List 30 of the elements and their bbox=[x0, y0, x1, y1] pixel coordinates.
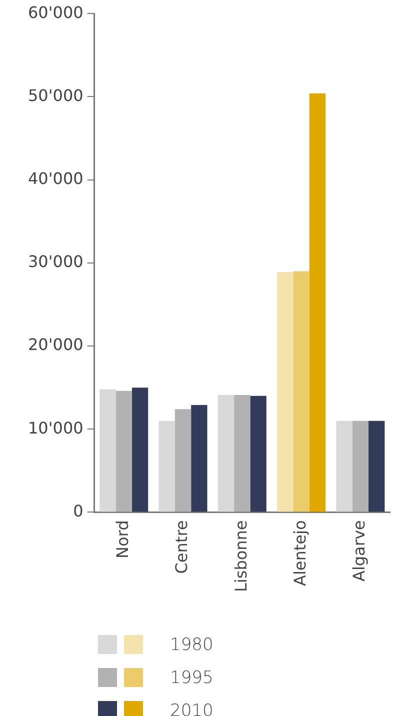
bar bbox=[368, 420, 385, 512]
y-tick-label: 60'000 bbox=[28, 2, 84, 22]
legend-label: 1980 bbox=[170, 634, 214, 654]
bar bbox=[293, 271, 310, 512]
y-tick-label: 10'000 bbox=[28, 418, 84, 438]
x-tick-label: Algarve bbox=[350, 520, 369, 582]
y-tick-label: 50'000 bbox=[28, 86, 84, 105]
legend-label: 1995 bbox=[170, 668, 214, 688]
y-tick-label: 20'000 bbox=[28, 335, 84, 354]
bar bbox=[174, 409, 192, 512]
y-tick-label: 40'000 bbox=[28, 168, 84, 188]
bar bbox=[250, 396, 266, 512]
bar bbox=[100, 389, 116, 512]
bar bbox=[218, 395, 234, 512]
bar bbox=[277, 272, 294, 512]
x-tick-label: Centre bbox=[172, 520, 192, 574]
bar bbox=[116, 390, 132, 512]
bar bbox=[352, 420, 369, 512]
legend-label: 2010 bbox=[170, 700, 214, 716]
bar bbox=[191, 405, 208, 512]
x-tick-label: Lisbonne bbox=[231, 520, 250, 592]
x-tick-label: Nord bbox=[113, 520, 132, 558]
bar bbox=[336, 420, 352, 512]
bar bbox=[234, 395, 250, 512]
y-tick-label: 30'000 bbox=[28, 252, 84, 272]
bar bbox=[309, 93, 326, 512]
bar bbox=[132, 388, 148, 512]
y-tick-label: 0 bbox=[73, 501, 84, 520]
x-tick-label: Alentejo bbox=[290, 520, 310, 586]
bar bbox=[158, 420, 175, 512]
